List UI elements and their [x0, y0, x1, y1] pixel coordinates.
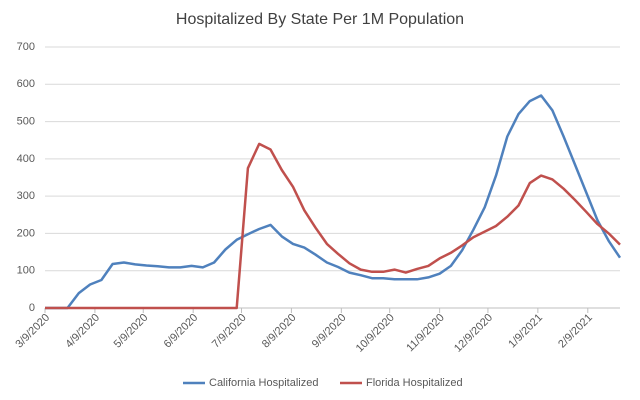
y-tick-label: 200 — [17, 227, 35, 239]
y-tick-label: 700 — [17, 41, 35, 53]
x-tick-label: 2/9/2021 — [556, 312, 595, 351]
legend-label: California Hospitalized — [209, 377, 318, 389]
x-tick-label: 11/9/2020 — [404, 312, 447, 355]
x-tick-label: 4/9/2020 — [63, 312, 102, 351]
legend-label: Florida Hospitalized — [366, 377, 463, 389]
x-tick-label: 1/9/2021 — [506, 312, 545, 351]
x-tick-label: 8/9/2020 — [260, 312, 299, 351]
chart-title: Hospitalized By State Per 1M Population — [176, 11, 464, 28]
x-tick-label: 5/9/2020 — [112, 312, 151, 351]
x-tick-label: 9/9/2020 — [310, 312, 349, 351]
y-tick-label: 500 — [17, 115, 35, 127]
y-tick-label: 0 — [29, 302, 35, 314]
x-tick-label: 7/9/2020 — [210, 312, 249, 351]
y-tick-label: 400 — [17, 153, 35, 165]
x-tick-label: 3/9/2020 — [13, 312, 52, 351]
x-tick-label: 12/9/2020 — [452, 312, 495, 355]
x-tick-label: 10/9/2020 — [354, 312, 397, 355]
series-line — [45, 94, 622, 310]
y-tick-label: 600 — [17, 78, 35, 90]
series-line — [45, 142, 621, 310]
y-tick-label: 100 — [17, 265, 35, 277]
y-tick-label: 300 — [17, 190, 35, 202]
x-tick-label: 6/9/2020 — [162, 312, 201, 351]
